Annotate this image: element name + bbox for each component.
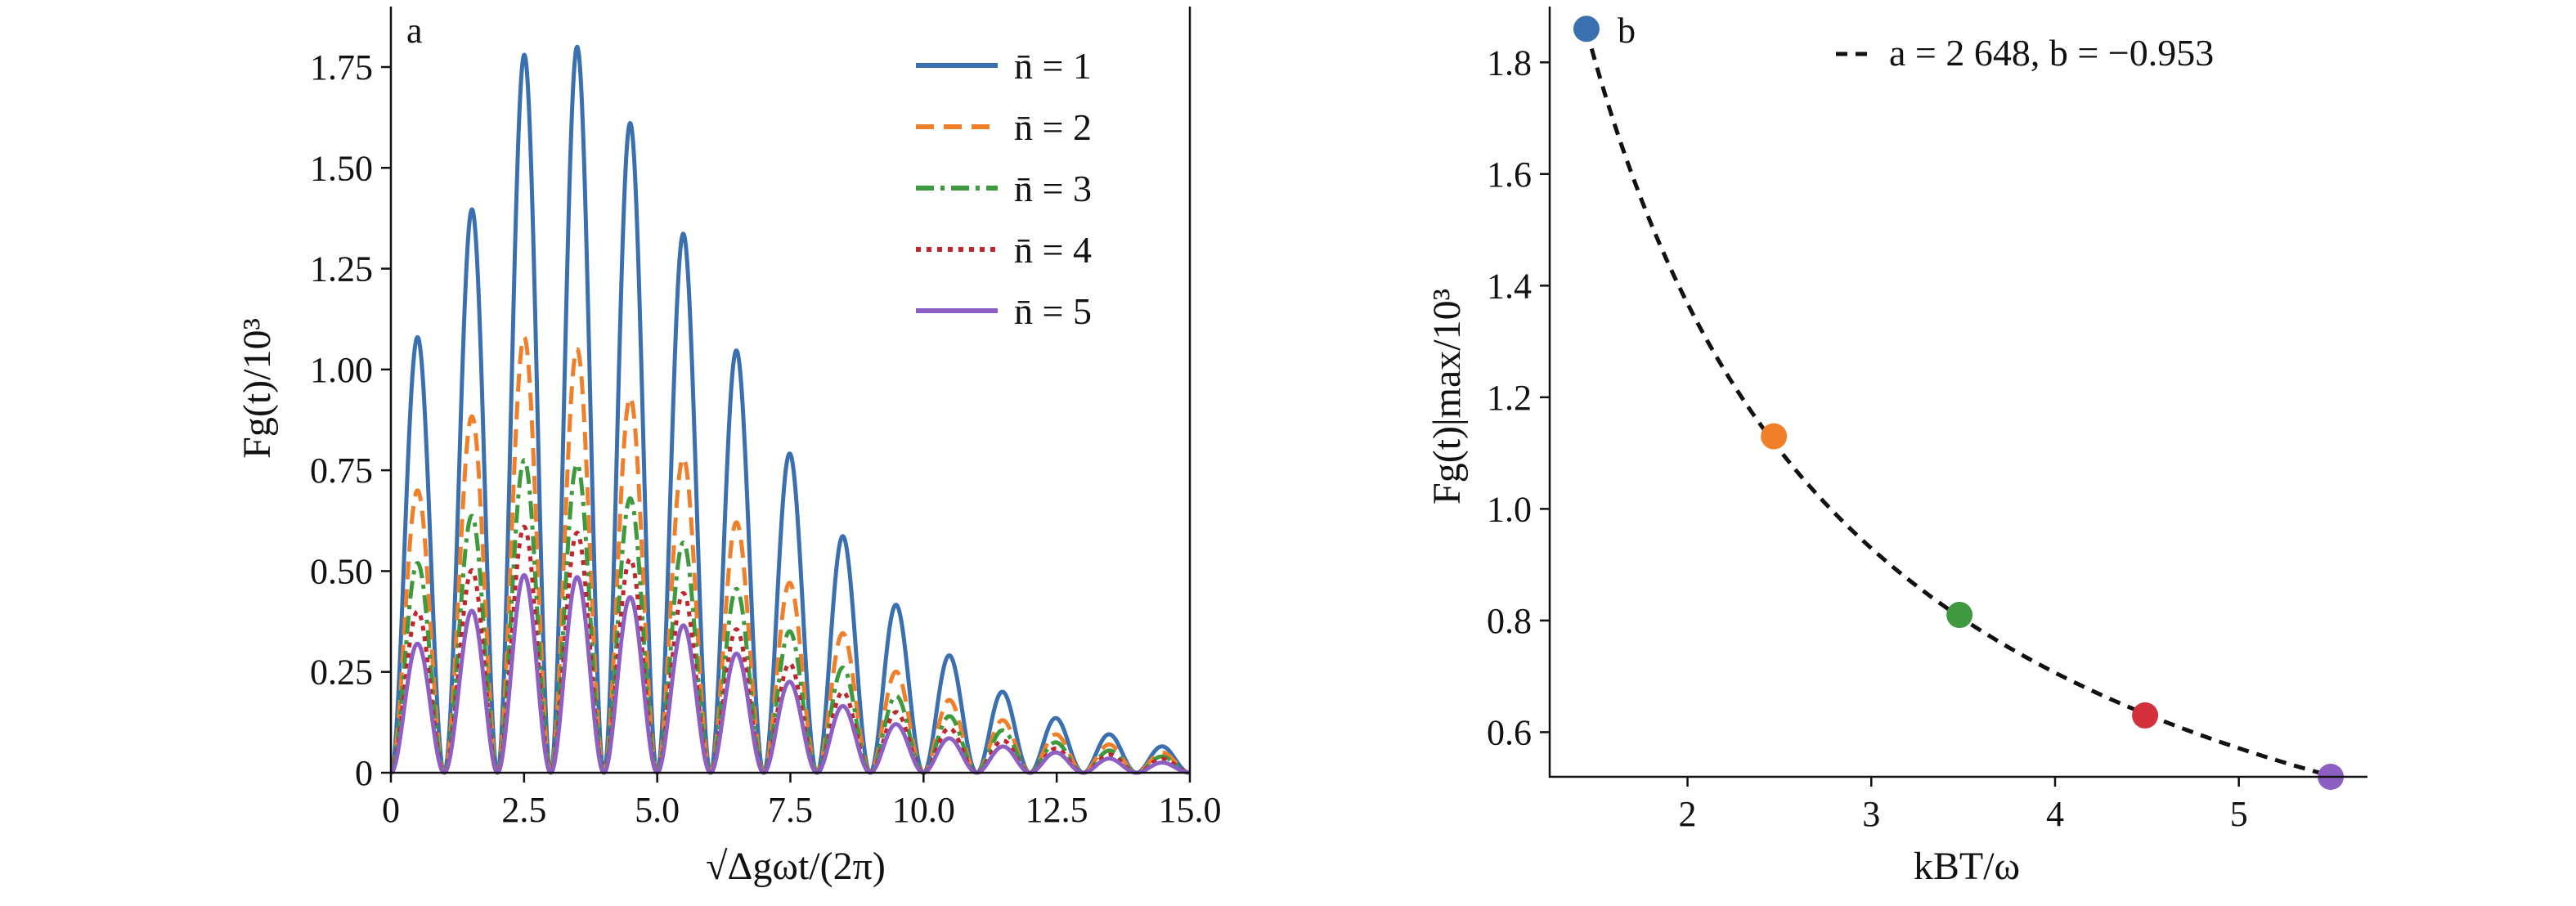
panel-a-x-axis-title: √Δgωt/(2π) bbox=[706, 845, 886, 888]
panel-a-x-tick-label: 12.5 bbox=[1025, 790, 1088, 830]
panel-a-x-tick-label: 5.0 bbox=[635, 790, 680, 830]
panel-a-y-tick-label: 1.00 bbox=[310, 350, 373, 390]
panel-b-x-tick-label: 5 bbox=[2230, 794, 2248, 834]
panel-b-x-tick-label: 2 bbox=[1679, 794, 1697, 834]
panel-b-y-tick-label: 1.2 bbox=[1487, 378, 1532, 418]
data-point-2 bbox=[1761, 423, 1788, 450]
panel-a-y-tick-label: 0 bbox=[355, 753, 373, 793]
panel-a-y-tick-label: 1.75 bbox=[310, 47, 373, 87]
legend-label-n-5: n̄ = 5 bbox=[1014, 290, 1092, 332]
panel-a-x-tick-label: 15.0 bbox=[1159, 790, 1222, 830]
panel-a-y-tick-label: 1.25 bbox=[310, 249, 373, 289]
panel-a-y-tick-label: 0.75 bbox=[310, 451, 373, 491]
panel-b-x-ticks: 2 3 4 5 bbox=[1679, 777, 2248, 834]
legend-label-n-2: n̄ = 2 bbox=[1014, 106, 1092, 148]
panel-a-x-tick-label: 2.5 bbox=[501, 790, 546, 830]
panel-a-label: a bbox=[406, 11, 423, 51]
panel-a-y-tick-label: 0.50 bbox=[310, 551, 373, 591]
panel-b-fit-curve bbox=[1584, 29, 2322, 776]
panel-a-series-group bbox=[388, 44, 1192, 775]
panel-b-scatter-chart: 2 3 4 5 0.6 0.8 1.0 1.2 1.4 1.6 1.8 b a = 2 648, … bbox=[1425, 7, 2367, 888]
series-line-n-5 bbox=[388, 572, 1192, 775]
legend-label-n-3: n̄ = 3 bbox=[1014, 168, 1092, 209]
panel-b-legend-label: a = 2 648, b = −0.953 bbox=[1889, 32, 2214, 74]
panel-b-axes bbox=[1548, 7, 2367, 778]
panel-b-y-tick-label: 1.6 bbox=[1487, 155, 1532, 195]
panel-b-x-axis-title: kBT/ω bbox=[1914, 845, 2020, 888]
panel-a-legend: n̄ = 1 n̄ = 2 n̄ = 3 n̄ = 4 n̄ = 5 bbox=[916, 45, 1092, 332]
panel-a-y-tick-label: 0.25 bbox=[310, 653, 373, 693]
legend-label-n-4: n̄ = 4 bbox=[1014, 229, 1092, 271]
panel-a-x-tick-label: 0 bbox=[382, 790, 400, 830]
panel-b-y-ticks: 0.6 0.8 1.0 1.2 1.4 1.6 1.8 bbox=[1487, 43, 1550, 752]
series-line-n-2 bbox=[388, 334, 1192, 775]
panel-a-y-tick-label: 1.50 bbox=[310, 148, 373, 188]
series-line-n-4 bbox=[388, 524, 1192, 775]
data-point-3 bbox=[1946, 602, 1973, 629]
panel-a-y-axis-title: Fg(t)/10³ bbox=[236, 318, 279, 459]
data-point-4 bbox=[2132, 702, 2159, 729]
panel-b-y-tick-label: 1.8 bbox=[1487, 43, 1532, 83]
panel-b-y-tick-label: 0.8 bbox=[1487, 601, 1532, 641]
panel-b-x-tick-label: 3 bbox=[1862, 794, 1880, 834]
series-line-n-3 bbox=[388, 458, 1192, 775]
panel-a-y-ticks: 0 0.25 0.50 0.75 1.00 1.25 1.50 1.75 bbox=[310, 47, 391, 793]
panel-a-x-ticks: 0 2.5 5.0 7.5 10.0 12.5 15.0 bbox=[382, 773, 1222, 830]
panel-b-y-tick-label: 0.6 bbox=[1487, 712, 1532, 752]
data-point-1 bbox=[1573, 16, 1600, 43]
panel-b-y-axis-title: Fg(t)|max/10³ bbox=[1425, 289, 1469, 505]
panel-b-label: b bbox=[1618, 11, 1636, 51]
legend-label-n-1: n̄ = 1 bbox=[1014, 45, 1092, 87]
panel-b-points bbox=[1573, 16, 2345, 790]
panel-a-x-tick-label: 7.5 bbox=[768, 790, 813, 830]
panel-b-y-tick-label: 1.4 bbox=[1487, 266, 1532, 306]
panel-a-line-chart: 0 2.5 5.0 7.5 10.0 12.5 15.0 0 0.25 0.50 0.75 1.00… bbox=[236, 7, 1222, 888]
panel-b-y-tick-label: 1.0 bbox=[1487, 489, 1532, 529]
panel-b-x-tick-label: 4 bbox=[2046, 794, 2064, 834]
panel-a-x-tick-label: 10.0 bbox=[892, 790, 955, 830]
series-line-n-1 bbox=[388, 44, 1192, 775]
